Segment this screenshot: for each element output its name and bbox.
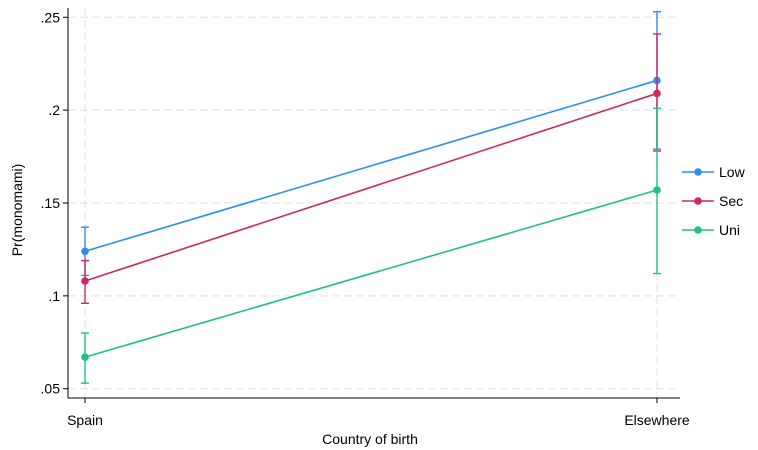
y-tick-label: .05 [41,381,61,397]
data-point [653,89,661,98]
x-axis-title: Country of birth [322,431,418,447]
series-low [81,11,661,277]
legend-label: Sec [719,193,743,209]
y-tick-label: .15 [41,195,61,211]
legend-item-low: Low [682,164,746,180]
y-tick-label: .2 [48,102,60,118]
legend-label: Uni [719,222,740,238]
data-point [81,353,89,361]
legend-swatch-marker [694,197,702,205]
data-point [653,186,661,194]
x-tick-label: Spain [67,412,103,428]
data-point [81,247,89,256]
grid [68,8,680,398]
axes: .05 .1 .15 .2 .25 Spain Elsewhere [41,8,690,428]
data-point [81,277,89,285]
series-uni [81,107,661,384]
series-line [84,92,658,282]
legend-item-uni: Uni [682,222,740,238]
series-line [84,79,658,253]
series-layer [81,11,661,384]
y-axis-title: Pr(monomami) [9,164,25,257]
legend-label: Low [719,164,746,180]
legend: Low Sec Uni [682,164,746,238]
y-tick-label: .1 [48,288,60,304]
series-sec [81,33,661,304]
legend-swatch-marker [694,168,702,176]
legend-swatch-marker [694,226,702,234]
legend-item-sec: Sec [682,193,743,209]
x-tick-label: Elsewhere [624,412,690,428]
y-tick-label: .25 [41,9,61,25]
series-line [84,189,658,358]
